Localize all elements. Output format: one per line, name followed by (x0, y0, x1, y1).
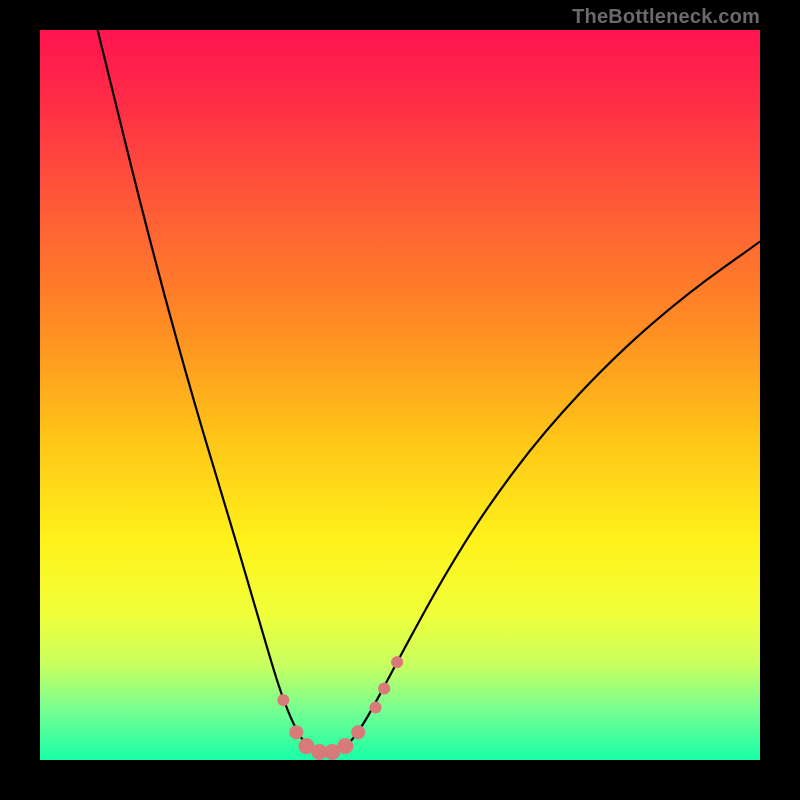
data-marker (277, 694, 289, 706)
chart-svg (40, 30, 760, 760)
data-marker (391, 656, 403, 668)
data-marker (351, 725, 365, 739)
gradient-background (40, 30, 760, 760)
outer-frame: TheBottleneck.com (0, 0, 800, 800)
watermark-text: TheBottleneck.com (572, 6, 760, 29)
data-marker (337, 738, 353, 754)
data-marker (370, 701, 382, 713)
data-marker (378, 682, 390, 694)
data-marker (289, 725, 303, 739)
plot-area (40, 30, 760, 760)
